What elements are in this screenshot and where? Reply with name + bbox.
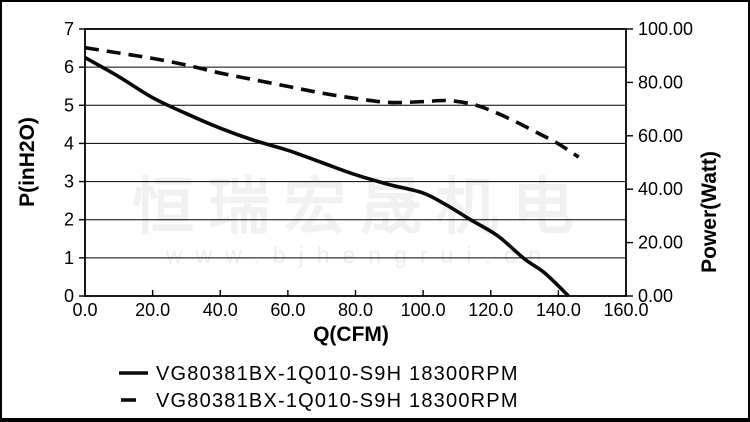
watermark-company-text: 恒瑞宏晟机电 (132, 173, 588, 242)
left-axis-tick-label: 6 (64, 57, 74, 77)
axis-tick-labels: 0 1 2 3 4 5 6 7 0.00 20.00 40.00 60.00 80.00 100.00 0.… (64, 19, 693, 320)
right-axis-tick-label: 0.00 (638, 286, 673, 306)
x-axis-tick-label: 40.0 (203, 300, 238, 320)
x-axis-tick-label: 140.0 (536, 300, 581, 320)
left-axis-tick-label: 4 (64, 133, 74, 153)
left-axis-tick-label: 1 (64, 248, 74, 268)
x-axis-tick-label: 0.0 (72, 300, 97, 320)
gridlines (85, 66, 626, 259)
pressure-curve (84, 56, 570, 298)
watermark-url-text: www.bjhengrui.cn (165, 242, 554, 268)
x-axis-tick-label: 20.0 (135, 300, 170, 320)
power-curve (84, 45, 580, 159)
left-axis-tick-label: 7 (64, 19, 74, 39)
right-axis-tick-label: 60.00 (638, 126, 683, 146)
axis-ticks (79, 28, 633, 297)
legend: VG80381BX-1Q010-S9H 18300RPM VG80381BX-1… (119, 363, 519, 412)
data-curves (84, 45, 580, 298)
left-axis-title: P(inH2O) (16, 117, 39, 207)
x-axis-tick-label: 60.0 (270, 300, 305, 320)
left-axis-tick-label: 2 (64, 210, 74, 230)
left-axis-tick-label: 5 (64, 95, 74, 115)
x-axis-tick-label: 160.0 (603, 300, 648, 320)
right-axis-tick-label: 100.00 (638, 19, 693, 39)
right-axis-tick-label: 40.00 (638, 179, 683, 199)
x-axis-tick-label: 120.0 (468, 300, 513, 320)
legend-label-solid: VG80381BX-1Q010-S9H 18300RPM (156, 363, 519, 385)
legend-label-dashed: VG80381BX-1Q010-S9H 18300RPM (156, 390, 519, 412)
watermark: 恒瑞宏晟机电 www.bjhengrui.cn (132, 173, 588, 268)
x-axis-tick-label: 100.0 (401, 300, 446, 320)
right-axis-tick-label: 20.00 (638, 233, 683, 253)
left-axis-tick-label: 0 (64, 286, 74, 306)
left-axis-tick-label: 3 (64, 172, 74, 192)
x-axis-title: Q(CFM) (313, 323, 389, 346)
right-axis-tick-label: 80.00 (638, 72, 683, 92)
x-axis-tick-label: 80.0 (338, 300, 373, 320)
right-axis-title: Power(Watt) (698, 151, 721, 273)
